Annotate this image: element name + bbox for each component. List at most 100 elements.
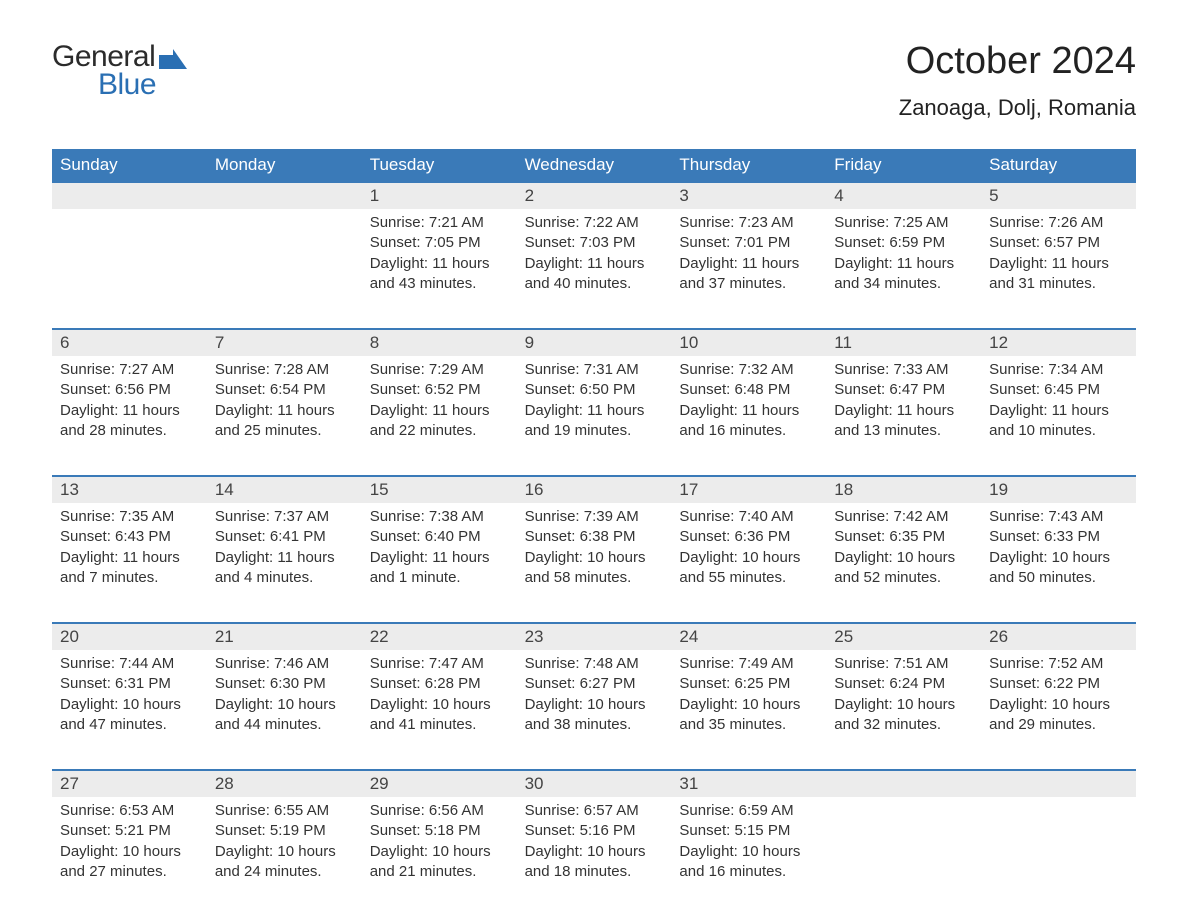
day-number-row: 2728293031 (52, 771, 1136, 797)
day-details: Sunrise: 7:52 AM Sunset: 6:22 PM Dayligh… (981, 650, 1136, 769)
weekday-header: Saturday (981, 149, 1136, 181)
day-details: Sunrise: 7:23 AM Sunset: 7:01 PM Dayligh… (671, 209, 826, 328)
day-number: 24 (671, 624, 826, 650)
day-details: Sunrise: 7:39 AM Sunset: 6:38 PM Dayligh… (517, 503, 672, 622)
day-details: Sunrise: 7:44 AM Sunset: 6:31 PM Dayligh… (52, 650, 207, 769)
day-number-row: 6789101112 (52, 330, 1136, 356)
day-details: Sunrise: 7:32 AM Sunset: 6:48 PM Dayligh… (671, 356, 826, 475)
day-number: 8 (362, 330, 517, 356)
day-details: Sunrise: 7:22 AM Sunset: 7:03 PM Dayligh… (517, 209, 672, 328)
weekday-header-row: Sunday Monday Tuesday Wednesday Thursday… (52, 149, 1136, 181)
day-body-row: Sunrise: 6:53 AM Sunset: 5:21 PM Dayligh… (52, 797, 1136, 916)
calendar-grid: Sunday Monday Tuesday Wednesday Thursday… (52, 149, 1136, 916)
day-number: 4 (826, 183, 981, 209)
day-number-row: 12345 (52, 183, 1136, 209)
day-number (52, 183, 207, 209)
weekday-header: Thursday (671, 149, 826, 181)
day-details: Sunrise: 7:43 AM Sunset: 6:33 PM Dayligh… (981, 503, 1136, 622)
calendar-week: 6789101112Sunrise: 7:27 AM Sunset: 6:56 … (52, 328, 1136, 475)
day-details: Sunrise: 7:37 AM Sunset: 6:41 PM Dayligh… (207, 503, 362, 622)
day-number: 3 (671, 183, 826, 209)
day-details: Sunrise: 7:27 AM Sunset: 6:56 PM Dayligh… (52, 356, 207, 475)
weekday-header: Sunday (52, 149, 207, 181)
day-number: 7 (207, 330, 362, 356)
day-details (52, 209, 207, 328)
day-details: Sunrise: 7:46 AM Sunset: 6:30 PM Dayligh… (207, 650, 362, 769)
title-block: October 2024 Zanoaga, Dolj, Romania (899, 40, 1136, 121)
day-details: Sunrise: 7:21 AM Sunset: 7:05 PM Dayligh… (362, 209, 517, 328)
day-body-row: Sunrise: 7:44 AM Sunset: 6:31 PM Dayligh… (52, 650, 1136, 769)
day-number: 15 (362, 477, 517, 503)
day-details: Sunrise: 7:47 AM Sunset: 6:28 PM Dayligh… (362, 650, 517, 769)
day-details: Sunrise: 7:26 AM Sunset: 6:57 PM Dayligh… (981, 209, 1136, 328)
day-number: 9 (517, 330, 672, 356)
day-number: 30 (517, 771, 672, 797)
day-number: 26 (981, 624, 1136, 650)
day-number (207, 183, 362, 209)
day-details: Sunrise: 7:34 AM Sunset: 6:45 PM Dayligh… (981, 356, 1136, 475)
day-number (826, 771, 981, 797)
day-details: Sunrise: 7:28 AM Sunset: 6:54 PM Dayligh… (207, 356, 362, 475)
day-body-row: Sunrise: 7:27 AM Sunset: 6:56 PM Dayligh… (52, 356, 1136, 475)
day-details: Sunrise: 6:57 AM Sunset: 5:16 PM Dayligh… (517, 797, 672, 916)
day-details: Sunrise: 7:42 AM Sunset: 6:35 PM Dayligh… (826, 503, 981, 622)
day-body-row: Sunrise: 7:35 AM Sunset: 6:43 PM Dayligh… (52, 503, 1136, 622)
day-number: 27 (52, 771, 207, 797)
day-details: Sunrise: 7:48 AM Sunset: 6:27 PM Dayligh… (517, 650, 672, 769)
day-number: 18 (826, 477, 981, 503)
day-number: 2 (517, 183, 672, 209)
day-details: Sunrise: 7:29 AM Sunset: 6:52 PM Dayligh… (362, 356, 517, 475)
page-header: General Blue October 2024 Zanoaga, Dolj,… (52, 40, 1136, 121)
day-number: 20 (52, 624, 207, 650)
calendar-week: 12345Sunrise: 7:21 AM Sunset: 7:05 PM Da… (52, 181, 1136, 328)
day-details: Sunrise: 6:59 AM Sunset: 5:15 PM Dayligh… (671, 797, 826, 916)
day-number: 16 (517, 477, 672, 503)
day-number: 22 (362, 624, 517, 650)
month-title: October 2024 (899, 40, 1136, 83)
day-details: Sunrise: 7:25 AM Sunset: 6:59 PM Dayligh… (826, 209, 981, 328)
location-label: Zanoaga, Dolj, Romania (899, 95, 1136, 121)
day-details: Sunrise: 7:35 AM Sunset: 6:43 PM Dayligh… (52, 503, 207, 622)
day-number: 23 (517, 624, 672, 650)
day-number-row: 13141516171819 (52, 477, 1136, 503)
day-number: 17 (671, 477, 826, 503)
day-number: 29 (362, 771, 517, 797)
calendar-week: 13141516171819Sunrise: 7:35 AM Sunset: 6… (52, 475, 1136, 622)
day-details: Sunrise: 7:31 AM Sunset: 6:50 PM Dayligh… (517, 356, 672, 475)
day-details: Sunrise: 7:51 AM Sunset: 6:24 PM Dayligh… (826, 650, 981, 769)
day-number: 25 (826, 624, 981, 650)
day-number: 28 (207, 771, 362, 797)
day-details (981, 797, 1136, 916)
day-details: Sunrise: 7:49 AM Sunset: 6:25 PM Dayligh… (671, 650, 826, 769)
day-details (826, 797, 981, 916)
day-number: 21 (207, 624, 362, 650)
calendar-week: 20212223242526Sunrise: 7:44 AM Sunset: 6… (52, 622, 1136, 769)
day-number: 10 (671, 330, 826, 356)
day-number: 11 (826, 330, 981, 356)
day-number: 13 (52, 477, 207, 503)
day-number: 6 (52, 330, 207, 356)
day-number: 14 (207, 477, 362, 503)
day-details: Sunrise: 6:55 AM Sunset: 5:19 PM Dayligh… (207, 797, 362, 916)
day-number: 12 (981, 330, 1136, 356)
logo-text-blue: Blue (98, 68, 187, 102)
day-details: Sunrise: 6:53 AM Sunset: 5:21 PM Dayligh… (52, 797, 207, 916)
day-details (207, 209, 362, 328)
day-number: 1 (362, 183, 517, 209)
day-body-row: Sunrise: 7:21 AM Sunset: 7:05 PM Dayligh… (52, 209, 1136, 328)
day-details: Sunrise: 7:38 AM Sunset: 6:40 PM Dayligh… (362, 503, 517, 622)
day-number-row: 20212223242526 (52, 624, 1136, 650)
day-number: 19 (981, 477, 1136, 503)
day-number: 5 (981, 183, 1136, 209)
day-number: 31 (671, 771, 826, 797)
day-details: Sunrise: 7:40 AM Sunset: 6:36 PM Dayligh… (671, 503, 826, 622)
calendar-week: 2728293031Sunrise: 6:53 AM Sunset: 5:21 … (52, 769, 1136, 916)
brand-logo: General Blue (52, 40, 187, 102)
weekday-header: Friday (826, 149, 981, 181)
weekday-header: Wednesday (517, 149, 672, 181)
weekday-header: Monday (207, 149, 362, 181)
day-details: Sunrise: 6:56 AM Sunset: 5:18 PM Dayligh… (362, 797, 517, 916)
day-details: Sunrise: 7:33 AM Sunset: 6:47 PM Dayligh… (826, 356, 981, 475)
day-number (981, 771, 1136, 797)
weekday-header: Tuesday (362, 149, 517, 181)
